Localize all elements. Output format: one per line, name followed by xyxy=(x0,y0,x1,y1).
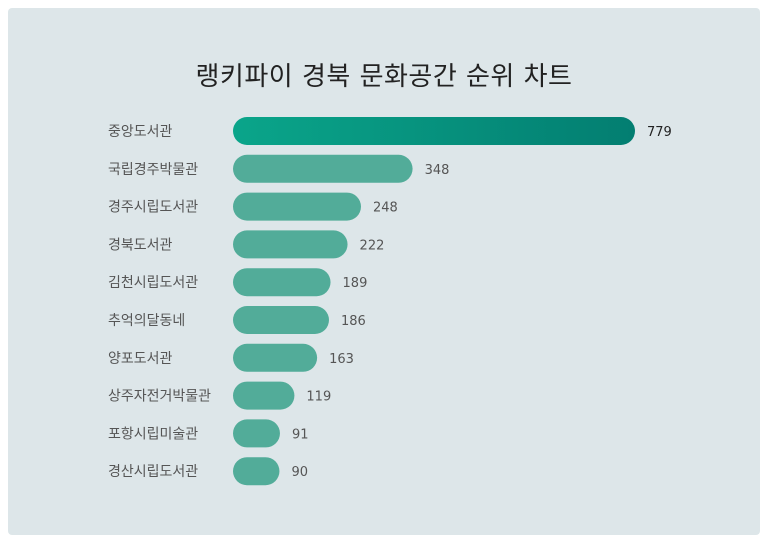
category-label: 국립경주박물관 xyxy=(108,162,198,178)
category-label: 추억의달동네 xyxy=(108,313,185,329)
value-label: 91 xyxy=(292,427,309,442)
category-label: 포항시립미술관 xyxy=(108,426,198,442)
value-label: 189 xyxy=(343,276,368,291)
bar xyxy=(233,154,413,183)
value-label: 119 xyxy=(306,390,331,405)
value-label: 222 xyxy=(360,238,385,253)
category-label: 양포도서관 xyxy=(108,351,173,367)
bar xyxy=(233,306,329,334)
category-label: 경주시립도서관 xyxy=(108,200,198,216)
bar xyxy=(233,343,318,372)
category-label: 상주자전거박물관 xyxy=(108,389,211,405)
bar xyxy=(233,419,280,448)
value-label: 779 xyxy=(647,125,672,140)
bar xyxy=(233,117,635,145)
value-label: 90 xyxy=(291,465,308,480)
value-label: 186 xyxy=(341,314,366,329)
bar-chart: 중앙도서관 779 국립경주박물관 348 경주시립도서관 248 경북도서관 222 김천시립… xyxy=(108,117,672,486)
category-label: 김천시립도서관 xyxy=(108,275,198,291)
bar xyxy=(233,381,295,410)
category-label: 경산시립도서관 xyxy=(108,464,198,480)
value-label: 163 xyxy=(329,352,354,367)
category-label: 경북도서관 xyxy=(108,237,173,253)
bar xyxy=(233,268,331,297)
bar xyxy=(233,192,361,221)
value-label: 348 xyxy=(425,163,450,178)
chart-card: 랭키파이 경북 문화공간 순위 차트 중앙도서관 779 국립경주박물관 348 경주시… xyxy=(8,8,760,535)
bar xyxy=(233,457,280,486)
bar xyxy=(233,230,348,259)
category-label: 중앙도서관 xyxy=(108,124,173,140)
chart-title: 랭키파이 경북 문화공간 순위 차트 xyxy=(195,62,573,92)
value-label: 248 xyxy=(373,201,398,216)
